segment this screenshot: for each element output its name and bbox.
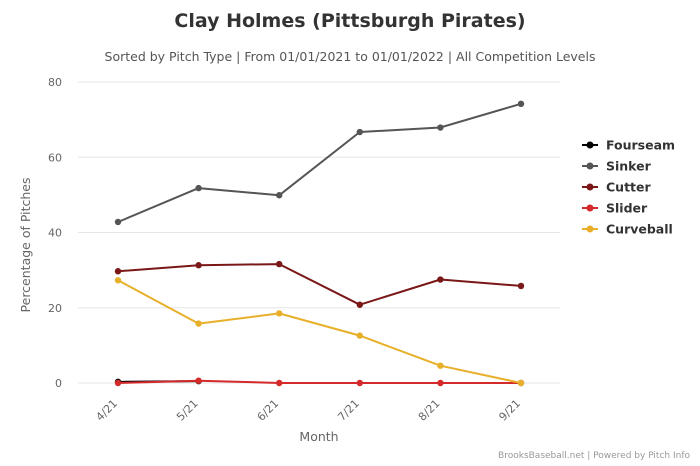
y-tick-label: 20 — [48, 302, 62, 315]
legend-item-slider[interactable]: Slider — [582, 201, 648, 216]
data-point[interactable] — [276, 192, 283, 199]
legend-label: Fourseam — [606, 138, 675, 153]
x-tick-label: 9/21 — [496, 397, 523, 424]
legend-label: Cutter — [606, 180, 652, 195]
x-tick-label: 6/21 — [255, 397, 282, 424]
data-point[interactable] — [356, 332, 363, 339]
legend-label: Curveball — [606, 222, 673, 237]
y-tick-label: 60 — [48, 151, 62, 164]
data-point[interactable] — [114, 268, 122, 275]
y-axis-label: Percentage of Pitches — [18, 178, 33, 313]
data-point[interactable] — [195, 262, 202, 269]
data-point[interactable] — [114, 218, 122, 226]
series-sinker — [114, 100, 525, 226]
data-point[interactable] — [437, 379, 444, 387]
legend-label: Sinker — [606, 159, 652, 174]
data-point[interactable] — [356, 128, 363, 136]
data-point[interactable] — [517, 100, 525, 108]
legend-swatch-marker — [586, 162, 594, 170]
data-point[interactable] — [276, 260, 283, 268]
data-point[interactable] — [276, 310, 283, 317]
series-line-curveball — [117, 279, 522, 384]
x-tick-labels: 4/21 5/21 6/21 7/21 8/21 9/21 — [93, 397, 523, 424]
series-cutter — [114, 260, 525, 308]
legend-item-sinker[interactable]: Sinker — [582, 159, 652, 174]
data-point[interactable] — [356, 379, 363, 387]
data-point[interactable] — [437, 124, 444, 131]
x-tick-label: 4/21 — [93, 397, 120, 424]
chart-credit: BrooksBaseball.net | Powered by Pitch In… — [498, 451, 690, 461]
data-point[interactable] — [276, 379, 283, 387]
data-point[interactable] — [195, 184, 202, 192]
y-tick-label: 40 — [48, 227, 62, 240]
y-tick-label: 80 — [48, 76, 62, 89]
legend-item-cutter[interactable]: Cutter — [582, 180, 652, 195]
data-point[interactable] — [114, 379, 122, 387]
data-point[interactable] — [114, 277, 122, 284]
series-group — [114, 100, 525, 387]
chart-subtitle: Sorted by Pitch Type | From 01/01/2021 t… — [105, 49, 596, 64]
y-tick-labels: 0 20 40 60 80 — [48, 76, 62, 390]
legend-item-fourseam[interactable]: Fourseam — [582, 138, 675, 153]
series-line-sinker — [117, 102, 522, 223]
legend-item-curveball[interactable]: Curveball — [582, 222, 673, 237]
grid-lines — [78, 81, 560, 384]
series-line-cutter — [117, 263, 522, 306]
x-tick-label: 5/21 — [174, 397, 201, 424]
x-tick-label: 8/21 — [416, 397, 443, 424]
data-point[interactable] — [437, 276, 444, 283]
chart-title: Clay Holmes (Pittsburgh Pirates) — [174, 10, 525, 32]
legend-swatch-marker — [586, 183, 594, 191]
data-point[interactable] — [517, 379, 525, 387]
series-curveball — [114, 277, 525, 387]
data-point[interactable] — [195, 377, 202, 384]
data-point[interactable] — [195, 320, 202, 327]
legend: Fourseam Sinker Cutter Slider Curveball — [582, 138, 675, 237]
x-tick-label: 7/21 — [335, 397, 362, 424]
data-point[interactable] — [437, 362, 444, 369]
data-point[interactable] — [356, 301, 363, 308]
y-tick-label: 0 — [55, 377, 62, 390]
legend-swatch-marker — [586, 204, 594, 212]
series-line-slider — [117, 379, 522, 384]
series-slider — [114, 377, 525, 387]
data-point[interactable] — [517, 282, 525, 290]
legend-label: Slider — [606, 201, 648, 216]
legend-swatch-marker — [586, 225, 594, 233]
x-axis-label: Month — [299, 429, 338, 444]
legend-swatch-marker — [586, 141, 594, 149]
